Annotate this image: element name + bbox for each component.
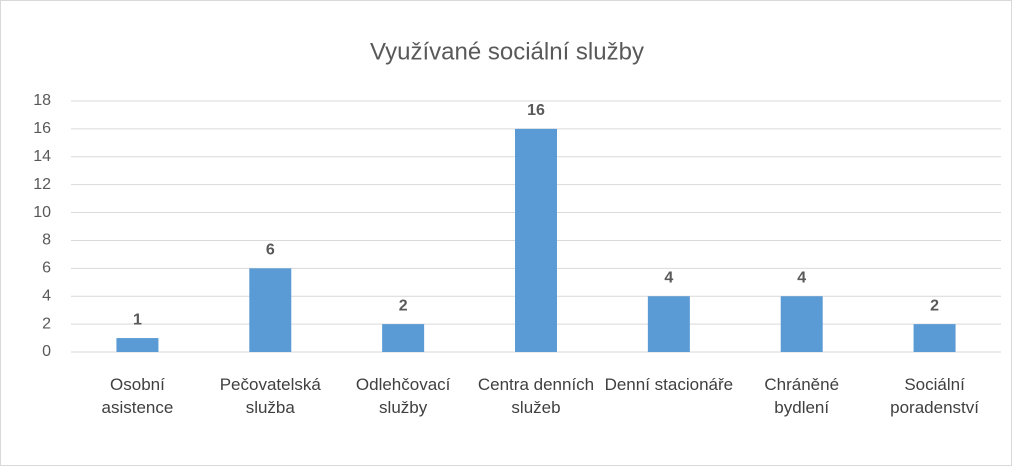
bar (780, 296, 823, 352)
data-label: 6 (266, 242, 275, 259)
bar (647, 296, 690, 352)
y-tick-label: 0 (42, 343, 51, 360)
data-label: 1 (133, 311, 142, 328)
bar (382, 324, 425, 352)
data-label: 2 (399, 297, 408, 314)
data-label: 4 (664, 269, 673, 286)
y-tick-label: 14 (33, 148, 51, 165)
x-tick-label: Pečovatelská služba (219, 375, 321, 417)
x-tick-label: Sociální poradenství (890, 375, 979, 417)
y-tick-label: 12 (33, 176, 51, 193)
x-tick-label: Odlehčovací služby (355, 375, 451, 417)
bar (913, 324, 956, 352)
chart-title: Využívané sociální služby (370, 38, 644, 65)
y-tick-label: 10 (33, 204, 51, 221)
y-tick-label: 8 (42, 232, 51, 249)
y-tick-label: 2 (42, 315, 51, 332)
data-label: 16 (527, 102, 545, 119)
bar (249, 268, 292, 352)
y-tick-label: 16 (33, 120, 51, 137)
y-tick-label: 18 (33, 92, 51, 109)
bar (116, 338, 159, 352)
x-tick-label: Osobní asistence (101, 375, 174, 417)
y-tick-label: 4 (42, 287, 51, 304)
data-label: 2 (930, 297, 939, 314)
x-tick-label: Chráněné bydlení (764, 375, 840, 417)
data-label: 4 (797, 269, 806, 286)
x-tick-label: Centra denních služeb (477, 375, 595, 417)
y-tick-label: 6 (42, 260, 51, 277)
x-tick-label: Denní stacionáře (604, 375, 734, 394)
bar (515, 128, 557, 352)
